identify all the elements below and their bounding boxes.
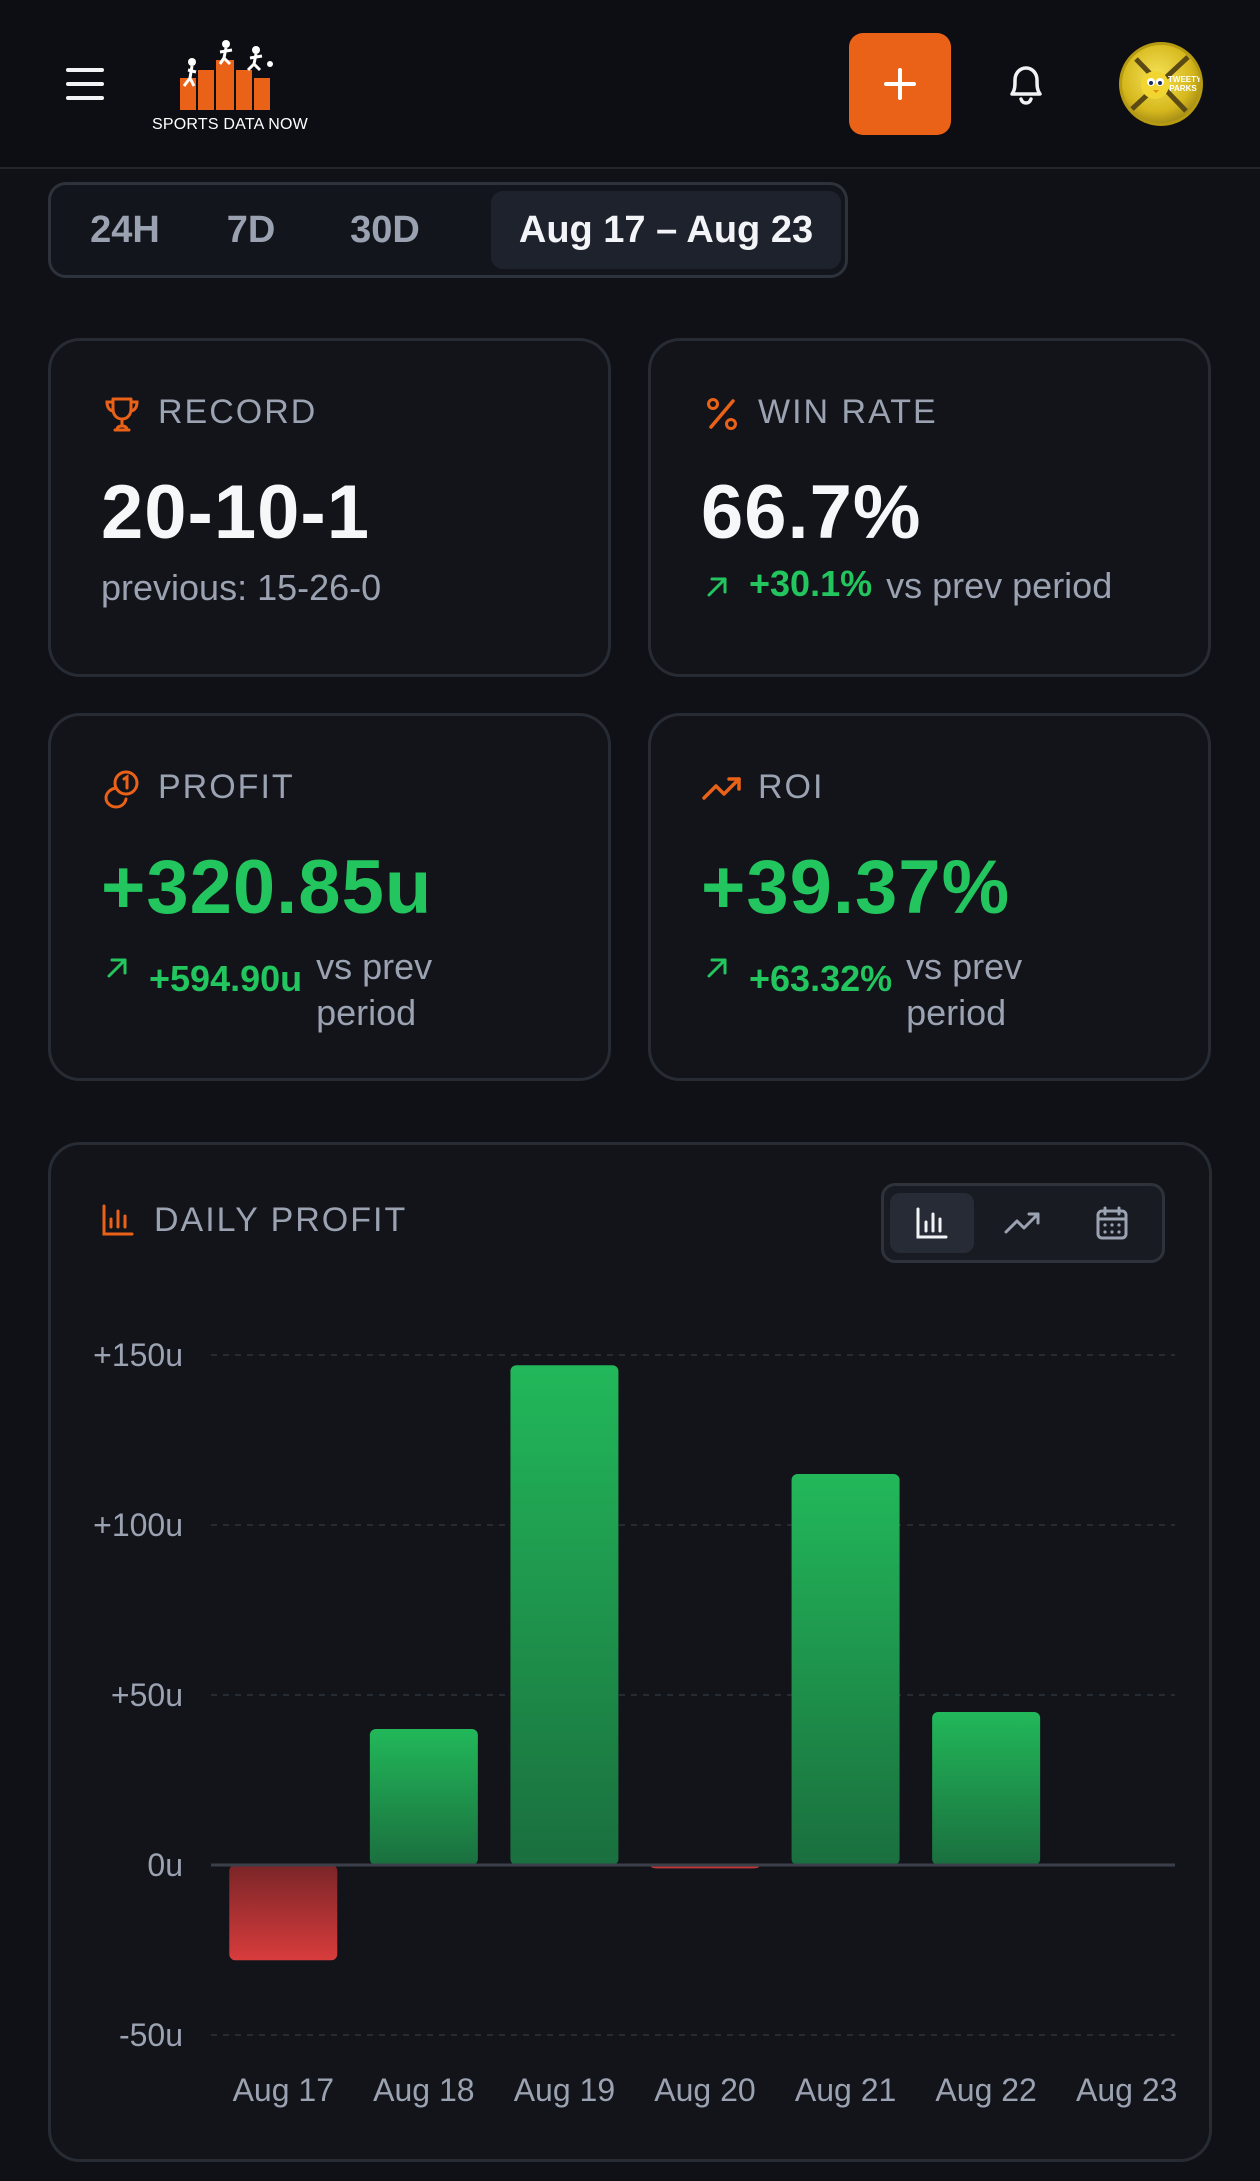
sports-data-now-logo[interactable]: SPORTS DATA NOW xyxy=(150,30,310,140)
avatar-image-icon xyxy=(1130,55,1190,113)
roi-trend: +63.32% vs prev period xyxy=(701,944,1056,1036)
daily-profit-title: DAILY PROFIT xyxy=(154,1201,408,1239)
profit-delta: +594.90u xyxy=(149,958,303,999)
roi-value: +39.37% xyxy=(701,845,1011,930)
plus-icon xyxy=(884,68,916,100)
calendar-view-button[interactable] xyxy=(1070,1193,1154,1253)
bar-aug-19[interactable] xyxy=(510,1365,619,1865)
logo-graphic-icon xyxy=(180,40,273,110)
coins-icon xyxy=(104,770,139,809)
daily-profit-card: DAILY PROFIT xyxy=(48,1142,1212,2162)
y-tick-label: +100u xyxy=(93,1507,183,1543)
profit-label: PROFIT xyxy=(158,768,295,806)
profit-value: +320.85u xyxy=(101,845,433,930)
y-tick-label: +50u xyxy=(111,1677,183,1713)
bar-view-button[interactable] xyxy=(890,1193,974,1253)
win-rate-vs: vs prev period xyxy=(886,565,1113,606)
tab-custom-range[interactable]: Aug 17 – Aug 23 xyxy=(491,191,841,269)
bar-chart-icon xyxy=(916,1207,948,1239)
y-tick-label: -50u xyxy=(119,2017,183,2053)
notifications-bell-icon[interactable] xyxy=(998,56,1054,112)
line-chart-icon xyxy=(1004,1212,1040,1234)
record-value: 20-10-1 xyxy=(101,470,370,555)
x-tick-label: Aug 22 xyxy=(935,2072,1036,2108)
hamburger-menu-icon[interactable] xyxy=(60,62,110,106)
chart-view-toggle xyxy=(881,1183,1165,1263)
x-tick-label: Aug 19 xyxy=(514,2072,615,2108)
record-card: RECORD 20-10-1 previous: 15-26-0 xyxy=(48,338,611,677)
bar-aug-17[interactable] xyxy=(229,1865,338,1961)
bar-chart-icon xyxy=(102,1204,134,1236)
win-rate-card: WIN RATE 66.7% +30.1% vs prev period xyxy=(648,338,1211,677)
tab-30d[interactable]: 30D xyxy=(350,209,420,251)
y-tick-label: +150u xyxy=(93,1337,183,1373)
add-bet-button[interactable] xyxy=(849,33,951,135)
x-tick-label: Aug 23 xyxy=(1076,2072,1177,2108)
roi-card: ROI +39.37% +63.32% vs prev period xyxy=(648,713,1211,1081)
arrow-up-right-icon xyxy=(707,958,727,978)
win-rate-value: 66.7% xyxy=(701,470,922,555)
date-range-tabs: 24H 7D 30D Aug 17 – Aug 23 xyxy=(48,182,848,278)
win-rate-delta: +30.1% xyxy=(749,563,873,604)
trophy-icon xyxy=(105,397,139,432)
record-previous: previous: 15-26-0 xyxy=(101,567,382,608)
profit-vs: vs prev period xyxy=(316,946,433,1033)
line-view-button[interactable] xyxy=(980,1193,1064,1253)
roi-vs: vs prev period xyxy=(906,946,1023,1033)
app-header: SPORTS DATA NOW TWEETY PARKS xyxy=(0,0,1260,169)
logo-text: SPORTS DATA NOW xyxy=(152,116,308,133)
profit-card: PROFIT +320.85u +594.90u vs prev period xyxy=(48,713,611,1081)
x-tick-label: Aug 21 xyxy=(795,2072,896,2108)
bar-aug-18[interactable] xyxy=(369,1729,478,1865)
profit-trend: +594.90u vs prev period xyxy=(101,944,466,1036)
tab-24h[interactable]: 24H xyxy=(90,209,160,251)
arrow-up-right-icon xyxy=(107,958,127,978)
avatar-text: TWEETY PARKS xyxy=(1168,75,1202,93)
daily-profit-chart: +150u +100u +50u 0u -50u Aug 17 Aug 18 Aug 19 Au… xyxy=(93,1337,1177,2108)
trending-up-icon xyxy=(702,777,741,800)
roi-label: ROI xyxy=(758,768,825,806)
win-rate-trend: +30.1% vs prev period xyxy=(701,563,1112,609)
x-tick-label: Aug 18 xyxy=(373,2072,474,2108)
bar-aug-21[interactable] xyxy=(791,1474,900,1865)
tab-7d[interactable]: 7D xyxy=(226,209,276,251)
record-label: RECORD xyxy=(158,393,318,431)
calendar-icon xyxy=(1096,1206,1128,1240)
x-tick-label: Aug 20 xyxy=(654,2072,755,2108)
win-rate-label: WIN RATE xyxy=(758,393,938,431)
y-tick-label: 0u xyxy=(147,1847,183,1883)
bar-aug-22[interactable] xyxy=(932,1712,1041,1865)
user-avatar[interactable]: TWEETY PARKS xyxy=(1119,42,1203,126)
percent-icon xyxy=(707,398,737,430)
roi-delta: +63.32% xyxy=(749,958,893,999)
x-tick-label: Aug 17 xyxy=(233,2072,334,2108)
arrow-up-right-icon xyxy=(707,577,727,597)
